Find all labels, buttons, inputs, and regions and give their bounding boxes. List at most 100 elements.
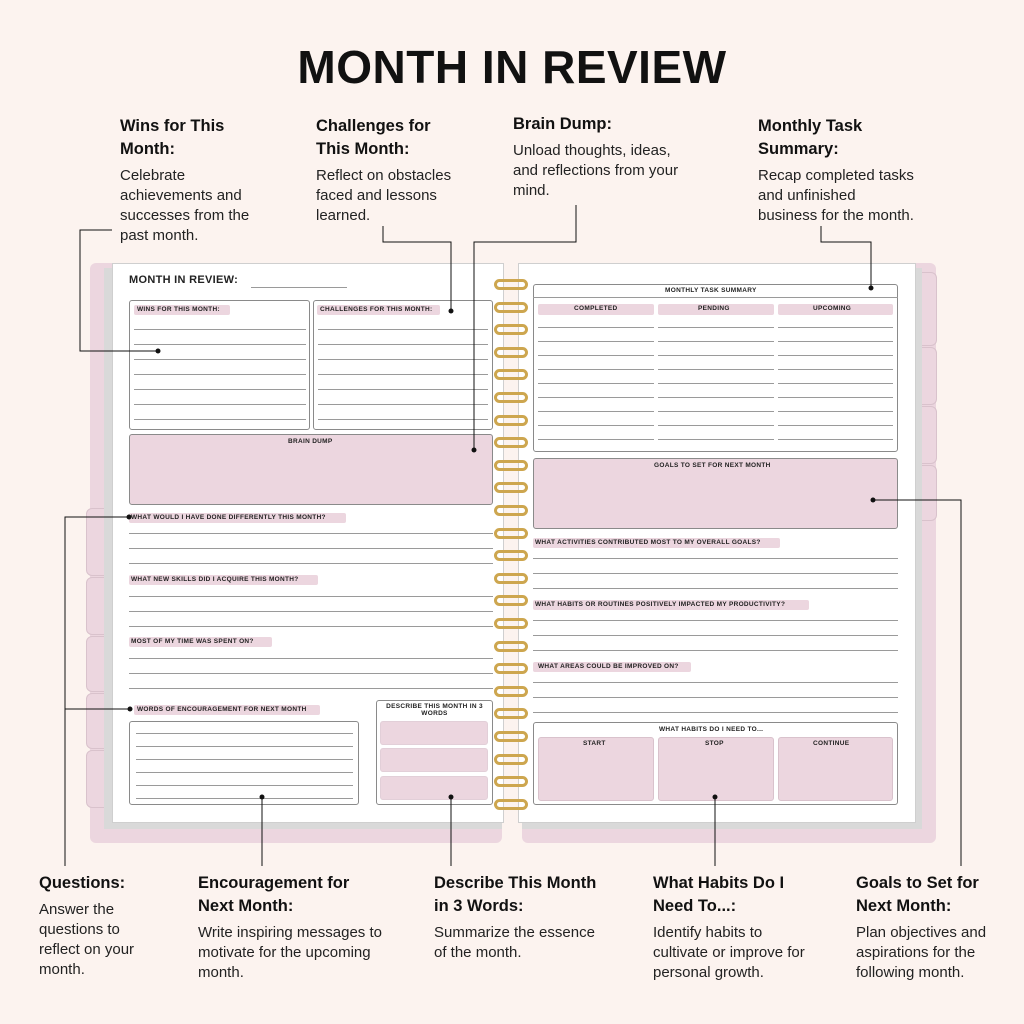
spiral-coil bbox=[494, 731, 528, 742]
challenges-box[interactable] bbox=[313, 300, 493, 430]
writing-line bbox=[778, 369, 893, 370]
column-upcoming: UPCOMING bbox=[813, 305, 852, 312]
writing-line bbox=[778, 397, 893, 398]
wins-box[interactable] bbox=[129, 300, 310, 430]
writing-line bbox=[318, 389, 488, 390]
word-box-2[interactable] bbox=[380, 748, 488, 772]
question-label: MOST OF MY TIME WAS SPENT ON? bbox=[131, 638, 254, 645]
writing-line bbox=[658, 425, 774, 426]
writing-line bbox=[129, 658, 493, 659]
writing-line bbox=[129, 688, 493, 689]
encouragement-box[interactable] bbox=[129, 721, 359, 805]
column-header-bg bbox=[538, 304, 654, 315]
spiral-coil bbox=[494, 595, 528, 607]
writing-line bbox=[318, 344, 488, 345]
writing-line bbox=[134, 329, 306, 330]
label-bg bbox=[533, 538, 780, 548]
callout-goals: Goals to Set for Next Month: Plan object… bbox=[856, 872, 1016, 983]
writing-line bbox=[318, 329, 488, 330]
question-label: WHAT ACTIVITIES CONTRIBUTED MOST TO MY O… bbox=[535, 539, 761, 546]
label-bg bbox=[533, 662, 691, 672]
writing-line bbox=[129, 673, 493, 674]
writing-line bbox=[658, 341, 774, 342]
review-header: MONTH IN REVIEW: bbox=[129, 274, 239, 286]
writing-line bbox=[658, 397, 774, 398]
spiral-coil bbox=[494, 346, 528, 358]
callout-habits: What Habits Do I Need To...: Identify ha… bbox=[653, 872, 818, 983]
label-bg bbox=[129, 575, 318, 585]
callout-heading: Encouragement for Next Month: bbox=[198, 874, 350, 915]
writing-line bbox=[778, 355, 893, 356]
habit-stop-box[interactable] bbox=[658, 737, 774, 801]
writing-line bbox=[136, 785, 353, 786]
callout-heading: Challenges for This Month: bbox=[316, 117, 431, 158]
writing-line bbox=[134, 344, 306, 345]
callout-heading: Monthly Task Summary: bbox=[758, 117, 863, 158]
spiral-coil bbox=[494, 459, 528, 471]
label-bg bbox=[533, 600, 809, 610]
spiral-coil bbox=[494, 324, 528, 336]
spiral-coil bbox=[494, 369, 528, 381]
column-header-bg bbox=[778, 304, 893, 315]
writing-line bbox=[134, 404, 306, 405]
writing-line bbox=[778, 411, 893, 412]
writing-line bbox=[318, 419, 488, 420]
spiral-coil bbox=[494, 776, 528, 788]
writing-line bbox=[538, 439, 654, 440]
page-title: MONTH IN REVIEW bbox=[297, 41, 727, 93]
spiral-coil bbox=[494, 572, 528, 584]
callout-heading: Describe This Month in 3 Words: bbox=[434, 874, 597, 915]
word-box-3[interactable] bbox=[380, 776, 488, 800]
goals-box[interactable] bbox=[533, 458, 898, 529]
three-words-label: DESCRIBE THIS MONTH IN 3 WORDS bbox=[386, 703, 483, 717]
writing-line bbox=[538, 355, 654, 356]
writing-line bbox=[136, 759, 353, 760]
writing-line bbox=[318, 404, 488, 405]
label-bg bbox=[317, 305, 440, 315]
writing-line bbox=[658, 327, 774, 328]
callout-desc: Write inspiring messages to motivate for… bbox=[198, 924, 382, 981]
callout-desc: Answer the questions to reflect on your … bbox=[39, 901, 135, 978]
spiral-coil bbox=[494, 550, 528, 562]
spiral-coil bbox=[494, 437, 528, 449]
spiral-coil bbox=[494, 685, 528, 697]
callout-three-words: Describe This Month in 3 Words: Summariz… bbox=[434, 872, 604, 963]
column-pending: PENDING bbox=[698, 305, 730, 312]
writing-line bbox=[538, 383, 654, 384]
habit-start-box[interactable] bbox=[538, 737, 654, 801]
writing-line bbox=[134, 374, 306, 375]
spiral-coil bbox=[494, 482, 528, 494]
month-name-line[interactable] bbox=[251, 287, 347, 288]
spiral-coil bbox=[494, 414, 528, 426]
spiral-coil bbox=[494, 505, 528, 516]
writing-line bbox=[533, 712, 898, 713]
spiral-coil bbox=[494, 798, 528, 810]
writing-line bbox=[533, 620, 898, 621]
writing-line bbox=[778, 425, 893, 426]
callout-desc: Recap completed tasks and unfinished bus… bbox=[758, 167, 914, 224]
writing-line bbox=[129, 533, 493, 534]
writing-line bbox=[538, 397, 654, 398]
writing-line bbox=[129, 596, 493, 597]
spiral-coil bbox=[494, 708, 528, 720]
writing-line bbox=[538, 327, 654, 328]
word-box-1[interactable] bbox=[380, 721, 488, 745]
writing-line bbox=[134, 359, 306, 360]
column-completed: COMPLETED bbox=[574, 305, 618, 312]
column-header-bg bbox=[658, 304, 774, 315]
habit-stop-label: STOP bbox=[705, 740, 724, 747]
callout-questions: Questions: Answer the questions to refle… bbox=[39, 872, 159, 980]
writing-line bbox=[129, 563, 493, 564]
writing-line bbox=[778, 341, 893, 342]
writing-line bbox=[533, 588, 898, 589]
callout-desc: Plan objectives and aspirations for the … bbox=[856, 924, 987, 981]
brain-dump-box[interactable] bbox=[129, 434, 493, 505]
callout-desc: Reflect on obstacles faced and lessons l… bbox=[316, 167, 452, 224]
brain-dump-label: BRAIN DUMP bbox=[288, 438, 333, 445]
question-label: WHAT AREAS COULD BE IMPROVED ON? bbox=[538, 663, 679, 670]
writing-line bbox=[136, 798, 353, 799]
writing-line bbox=[658, 411, 774, 412]
label-bg bbox=[129, 637, 272, 647]
callout-wins: Wins for This Month: Celebrate achieveme… bbox=[120, 115, 270, 246]
writing-line bbox=[318, 374, 488, 375]
